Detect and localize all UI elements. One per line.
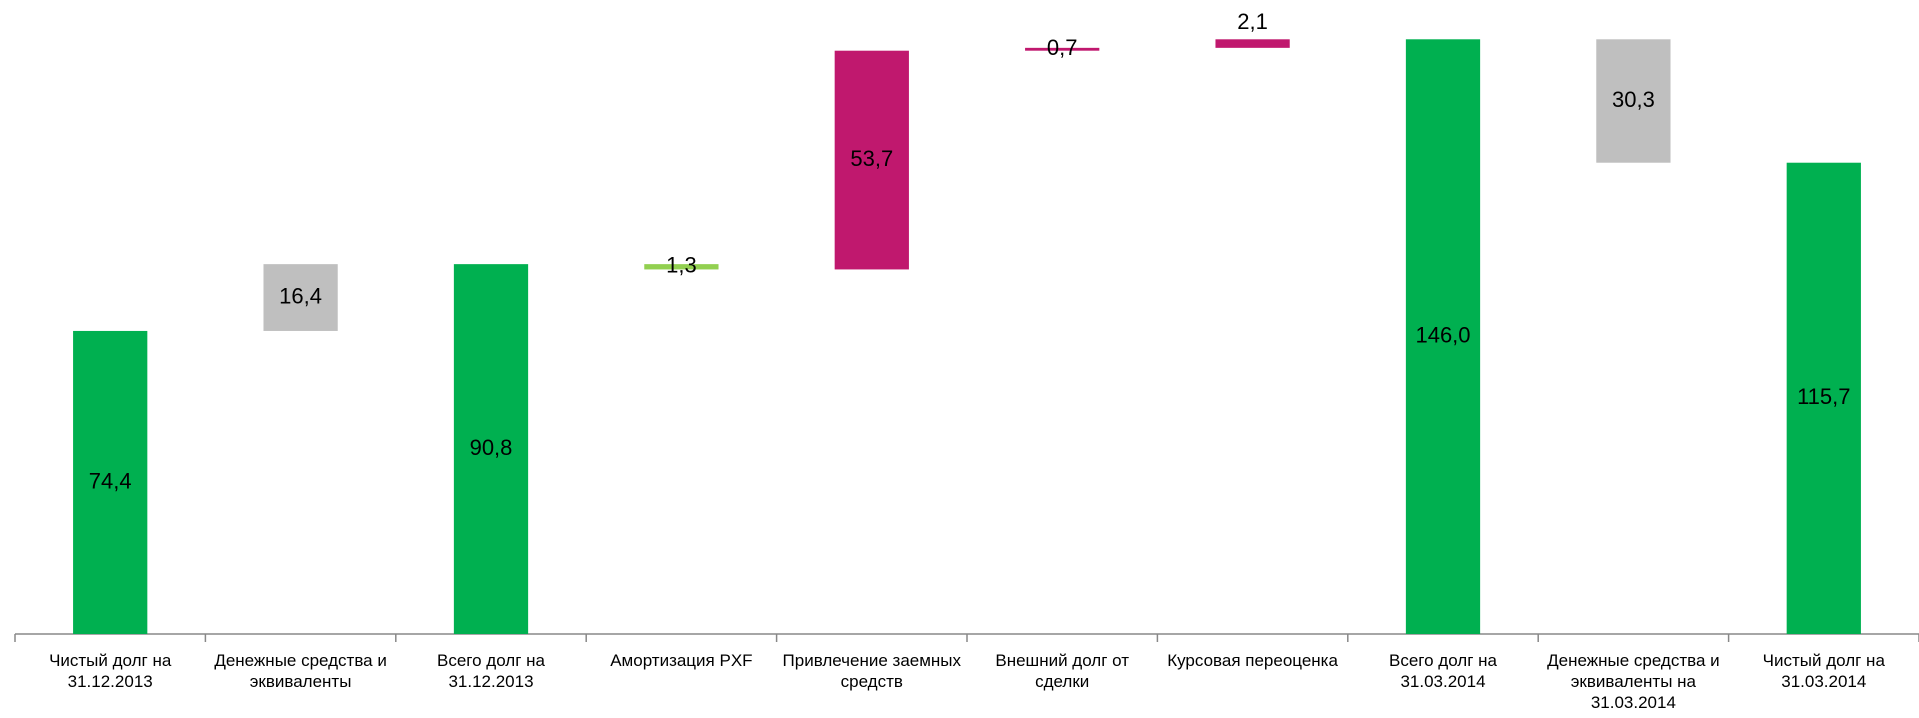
value-label: 2,1 <box>1237 9 1268 34</box>
x-tick-label: Привлечение заемных средств <box>782 651 962 691</box>
bar <box>263 264 338 331</box>
x-tick-label: Денежные средства и эквиваленты на 31.03… <box>1547 651 1720 712</box>
value-label: 74,4 <box>89 468 132 493</box>
value-label: 16,4 <box>279 283 322 308</box>
x-tick-label: Денежные средства и эквиваленты <box>214 651 387 691</box>
value-label: 90,8 <box>470 435 513 460</box>
x-tick-label: Чистый долг на 31.12.2013 <box>49 651 172 691</box>
value-label: 115,7 <box>1797 384 1850 409</box>
bar <box>1025 47 1100 51</box>
bar <box>834 50 909 270</box>
bar <box>453 264 529 634</box>
x-tick-label: Всего долг на 31.03.2014 <box>1388 651 1497 691</box>
x-tick-label: Внешний долг от сделки <box>995 651 1130 691</box>
x-tick-label: Чистый долг на 31.03.2014 <box>1762 651 1885 691</box>
x-tick-label: Курсовая переоценка <box>1167 651 1338 670</box>
value-label: 53,7 <box>850 146 893 171</box>
value-label: 146,0 <box>1415 322 1470 347</box>
bar <box>1405 39 1481 634</box>
bar <box>73 330 148 634</box>
value-label: 1,3 <box>666 253 697 278</box>
bar <box>1596 39 1671 163</box>
x-tick-label: Всего долг на 31.12.2013 <box>436 651 545 691</box>
bar <box>1786 162 1861 634</box>
x-tick-label: Амортизация PXF <box>610 651 753 670</box>
value-label: 0,7 <box>1047 35 1078 60</box>
bar <box>644 264 719 270</box>
bar <box>1215 39 1290 48</box>
value-label: 30,3 <box>1612 87 1655 112</box>
